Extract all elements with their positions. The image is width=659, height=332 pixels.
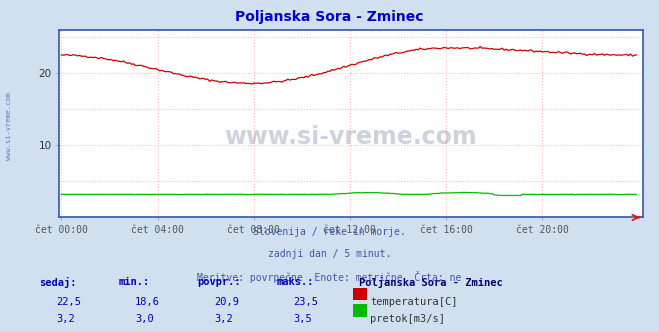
Text: pretok[m3/s]: pretok[m3/s]	[370, 314, 445, 324]
Text: 23,5: 23,5	[293, 297, 318, 307]
Text: maks.:: maks.:	[277, 277, 314, 287]
Text: Slovenija / reke in morje.: Slovenija / reke in morje.	[253, 227, 406, 237]
Text: 18,6: 18,6	[135, 297, 160, 307]
Text: temperatura[C]: temperatura[C]	[370, 297, 458, 307]
Text: 3,2: 3,2	[214, 314, 233, 324]
Text: 3,5: 3,5	[293, 314, 312, 324]
Text: www.si-vreme.com: www.si-vreme.com	[225, 125, 477, 149]
Text: min.:: min.:	[119, 277, 150, 287]
Text: www.si-vreme.com: www.si-vreme.com	[5, 92, 12, 160]
Text: sedaj:: sedaj:	[40, 277, 77, 288]
Text: 3,2: 3,2	[56, 314, 74, 324]
Text: 3,0: 3,0	[135, 314, 154, 324]
Text: 22,5: 22,5	[56, 297, 81, 307]
Text: povpr.:: povpr.:	[198, 277, 241, 287]
Text: 20,9: 20,9	[214, 297, 239, 307]
Text: Meritve: povrpečne  Enote: metrične  Črta: ne: Meritve: povrpečne Enote: metrične Črta:…	[197, 271, 462, 283]
Text: zadnji dan / 5 minut.: zadnji dan / 5 minut.	[268, 249, 391, 259]
Text: Poljanska Sora - Zminec: Poljanska Sora - Zminec	[235, 10, 424, 24]
Text: Poljanska Sora - Zminec: Poljanska Sora - Zminec	[359, 277, 503, 288]
